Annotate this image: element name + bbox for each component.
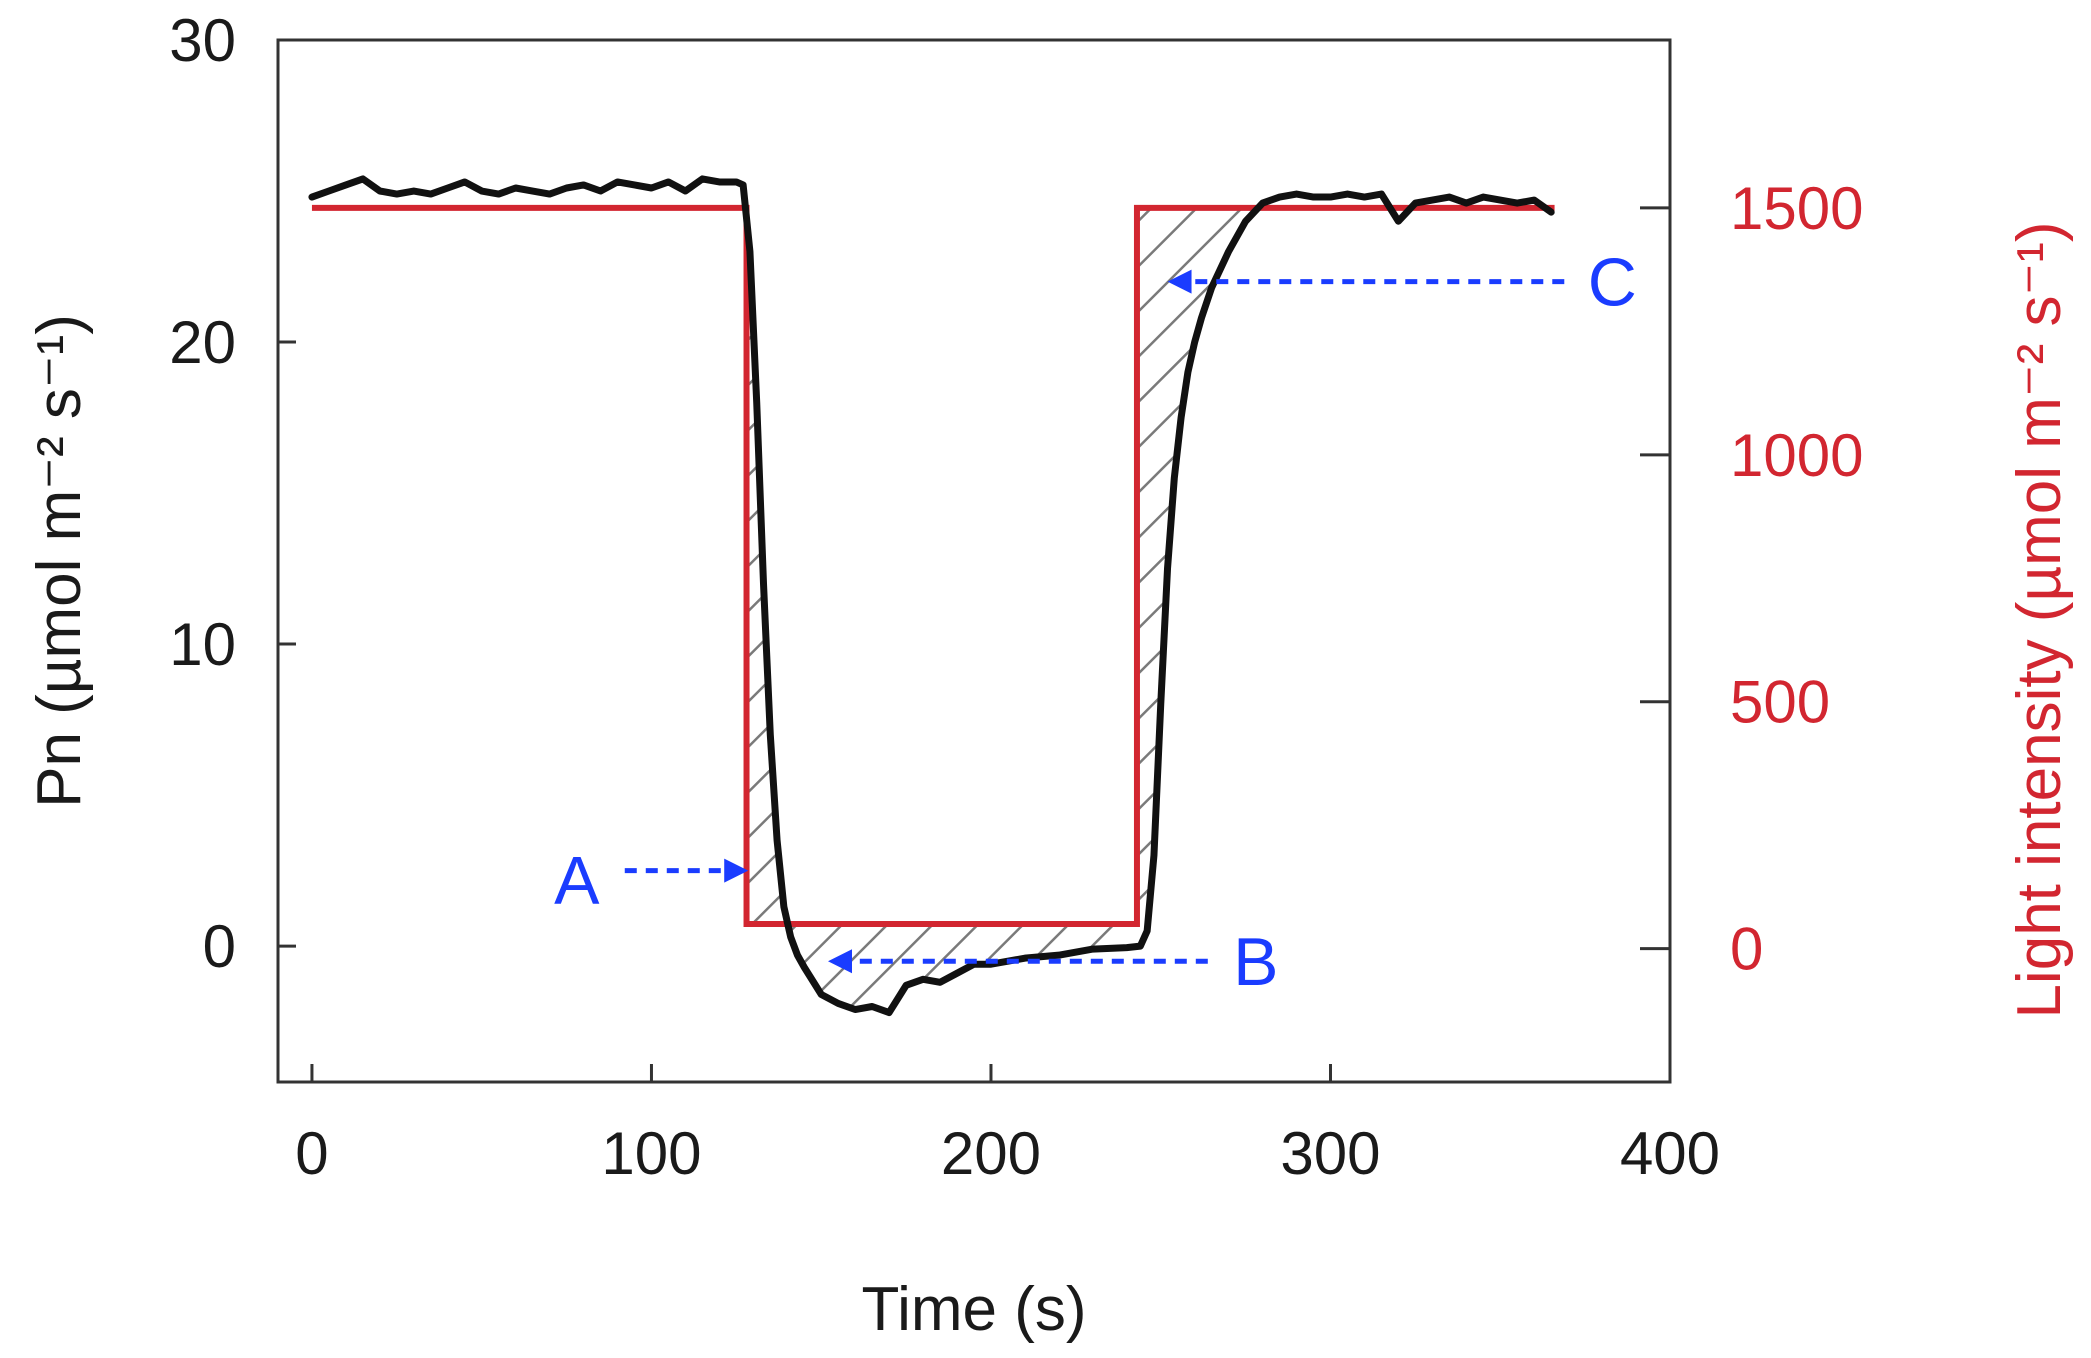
y-tick-label: 30: [169, 7, 236, 74]
annotation-label-c: C: [1588, 245, 1637, 321]
annotation-label-b: B: [1233, 924, 1278, 1000]
y-right-tick-label: 1000: [1730, 422, 1863, 489]
hatch-region-a: [748, 234, 784, 924]
hatch-region-c: [1138, 207, 1277, 947]
y-axis-right-title: Light intensity (µmol m⁻² s⁻¹): [2005, 221, 2074, 1018]
y-right-tick-label: 0: [1730, 916, 1763, 983]
x-axis-title: Time (s): [862, 1275, 1087, 1344]
annotation-arrowhead-c: [1167, 269, 1192, 294]
annotation-arrowhead-b: [828, 949, 853, 974]
y-right-tick-label: 1500: [1730, 175, 1863, 242]
x-tick-label: 200: [941, 1120, 1041, 1187]
series-layer: [308, 175, 1555, 1017]
plot-background: [278, 40, 1670, 1082]
plot-frame: [276, 38, 1672, 1084]
pn-line: [308, 175, 1555, 1017]
annotation-label-a: A: [554, 843, 600, 919]
light-intensity-line: [311, 204, 1555, 927]
x-tick-label: 400: [1620, 1120, 1720, 1187]
x-tick-label: 100: [601, 1120, 701, 1187]
y-tick-label: 0: [203, 913, 236, 980]
x-tick-label: 300: [1280, 1120, 1380, 1187]
y-axis-title: Pn (µmol m⁻² s⁻¹): [25, 314, 94, 808]
annotation-arrowhead-a: [724, 858, 749, 883]
x-tick-label: 0: [295, 1120, 328, 1187]
annotation-layer: A B C: [554, 245, 1637, 1001]
y-tick-label: 20: [169, 309, 236, 376]
y-tick-label: 10: [169, 611, 236, 678]
y-right-tick-label: 500: [1730, 669, 1830, 736]
